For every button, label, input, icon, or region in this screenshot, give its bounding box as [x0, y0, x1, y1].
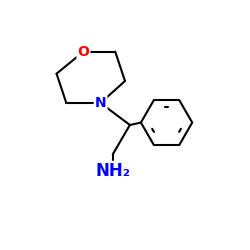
Text: O: O	[78, 45, 90, 59]
Text: NH₂: NH₂	[95, 162, 130, 180]
Text: N: N	[95, 96, 106, 110]
